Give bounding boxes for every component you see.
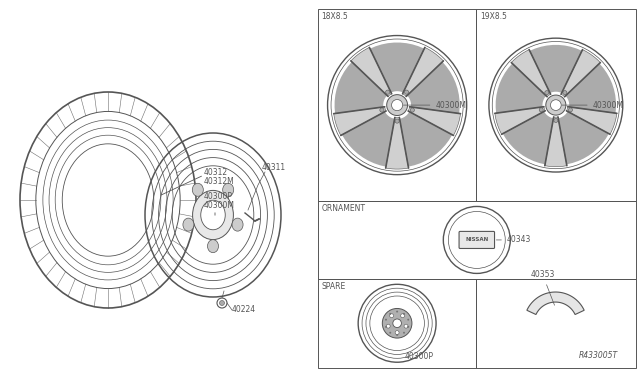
Text: 19X8.5: 19X8.5: [480, 12, 507, 21]
Text: SPARE: SPARE: [321, 282, 346, 291]
Text: 40311: 40311: [262, 163, 286, 172]
Bar: [318, 279, 476, 368]
Polygon shape: [342, 112, 395, 167]
Circle shape: [546, 95, 566, 115]
Circle shape: [396, 311, 398, 312]
Polygon shape: [566, 64, 616, 113]
Polygon shape: [407, 62, 460, 113]
Text: 40300P: 40300P: [405, 352, 434, 361]
Circle shape: [387, 324, 390, 328]
Polygon shape: [335, 62, 387, 113]
Text: 40312: 40312: [204, 168, 228, 177]
Polygon shape: [566, 107, 617, 134]
Circle shape: [390, 314, 394, 318]
Circle shape: [545, 91, 548, 94]
Text: 40224: 40224: [232, 305, 256, 314]
Circle shape: [387, 94, 408, 116]
Circle shape: [401, 314, 404, 318]
Polygon shape: [351, 47, 392, 96]
Circle shape: [489, 38, 623, 172]
Polygon shape: [561, 49, 600, 97]
Circle shape: [395, 331, 399, 334]
Circle shape: [380, 108, 384, 112]
Polygon shape: [370, 42, 424, 93]
Ellipse shape: [183, 218, 194, 231]
Polygon shape: [503, 112, 554, 164]
Polygon shape: [333, 107, 386, 135]
Bar: [318, 9, 476, 201]
Polygon shape: [545, 117, 567, 167]
Text: 40343: 40343: [497, 235, 531, 244]
Bar: [476, 279, 636, 368]
Polygon shape: [408, 107, 461, 135]
Circle shape: [407, 326, 409, 328]
Circle shape: [550, 100, 561, 110]
Polygon shape: [399, 112, 452, 167]
Circle shape: [328, 36, 467, 174]
Ellipse shape: [201, 200, 225, 230]
Polygon shape: [511, 49, 550, 97]
Circle shape: [396, 334, 398, 336]
Bar: [318, 201, 636, 279]
Circle shape: [410, 108, 415, 112]
Circle shape: [385, 326, 387, 328]
Circle shape: [407, 319, 409, 321]
Ellipse shape: [220, 301, 225, 305]
Text: NISSAN: NISSAN: [465, 237, 488, 243]
Ellipse shape: [193, 190, 234, 240]
Polygon shape: [403, 47, 444, 96]
Ellipse shape: [192, 183, 204, 196]
Text: ORNAMENT: ORNAMENT: [321, 204, 365, 213]
Text: 18X8.5: 18X8.5: [321, 12, 348, 21]
Circle shape: [389, 332, 391, 334]
Circle shape: [393, 319, 401, 328]
Text: 40300M: 40300M: [562, 100, 623, 110]
Ellipse shape: [223, 183, 234, 196]
Polygon shape: [495, 64, 546, 113]
Circle shape: [554, 118, 558, 122]
Polygon shape: [530, 45, 582, 93]
Circle shape: [404, 90, 408, 94]
Circle shape: [389, 313, 391, 315]
Ellipse shape: [217, 298, 227, 308]
Circle shape: [568, 108, 573, 112]
Text: 40300M: 40300M: [403, 100, 467, 110]
Circle shape: [382, 308, 412, 338]
Polygon shape: [386, 118, 408, 169]
Circle shape: [404, 324, 408, 328]
Circle shape: [563, 91, 567, 94]
Text: 40300P: 40300P: [204, 192, 233, 201]
Circle shape: [385, 319, 387, 321]
Text: 40312M: 40312M: [204, 177, 235, 186]
Polygon shape: [527, 292, 584, 314]
Circle shape: [386, 90, 390, 94]
Ellipse shape: [232, 218, 243, 231]
Polygon shape: [558, 112, 609, 164]
Circle shape: [395, 119, 399, 123]
Text: R433005T: R433005T: [579, 351, 618, 360]
Ellipse shape: [207, 240, 218, 253]
Bar: [476, 9, 636, 201]
FancyBboxPatch shape: [459, 231, 495, 248]
Circle shape: [403, 313, 405, 315]
Circle shape: [392, 100, 403, 110]
Text: 40353: 40353: [531, 270, 555, 305]
Text: 40300M: 40300M: [204, 201, 235, 210]
Polygon shape: [495, 107, 545, 134]
Circle shape: [539, 108, 543, 112]
Circle shape: [403, 332, 405, 334]
